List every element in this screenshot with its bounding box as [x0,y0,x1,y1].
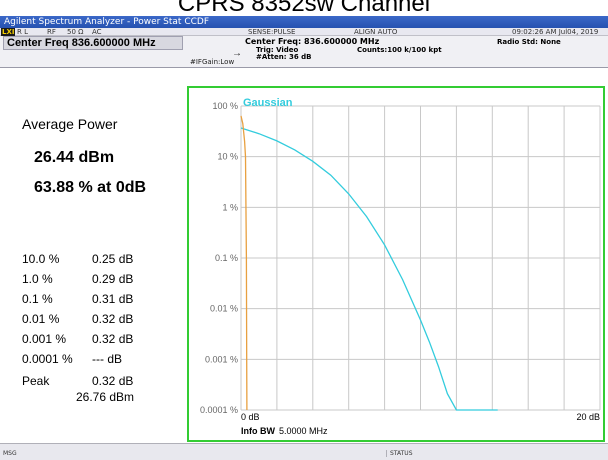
y-tick-label: 100 % [212,101,238,111]
ccdf-chart: 100 % 10 % 1 % 0.1 % 0.01 % 0.001 % 0.0001 % G… [200,97,601,436]
probability-row: 0.1 % 0.31 dB [22,292,172,308]
x-tick-label: 20 dB [576,412,600,422]
attenuation-setting: #Atten: 36 dB [256,53,312,61]
peak-power-dbm: 26.76 dBm [76,390,135,404]
probability-value: 0.25 dB [92,252,134,266]
y-tick-label: 1 % [222,202,238,212]
message-status-bar: MSG STATUS [0,443,608,460]
probability-label: 0.0001 % [22,352,73,366]
average-power-value: 26.44 dBm [34,149,115,166]
gaussian-reference-curve [240,127,498,411]
align-indicator: ALIGN AUTO [354,28,398,36]
date-time: 09:02:26 AM Jul04, 2019 [512,28,599,36]
probability-row: 0.001 % 0.32 dB [22,332,172,348]
results-panel [0,86,186,442]
probability-label: 0.01 % [22,312,60,326]
instrument-status-row: LXI R L RF 50 Ω AC SENSE:PULSE ALIGN AUT… [0,28,608,36]
probability-value: 0.31 dB [92,292,134,306]
average-power-label: Average Power [22,116,118,132]
radio-std-setting: Radio Std: None [497,38,561,46]
impedance-indicator: 50 Ω [67,28,84,36]
probability-row: 1.0 % 0.29 dB [22,272,172,288]
trigger-setting: Trig: Video [256,46,299,54]
ccdf-plot-frame[interactable]: 100 % 10 % 1 % 0.1 % 0.01 % 0.001 % 0.0001 % G… [187,86,605,442]
probability-label: 1.0 % [22,272,53,286]
probability-label: 10.0 % [22,252,60,266]
rf-input-indicator: RF [47,28,56,36]
probability-row: 10.0 % 0.25 dB [22,252,172,268]
probability-value: 0.29 dB [92,272,134,286]
ifgain-setting: #IFGain:Low [190,58,235,66]
info-bw-label: Info BW [241,426,275,436]
probability-value: --- dB [92,352,122,366]
info-bw-value: 5.0000 MHz [279,426,328,436]
trigger-arrow-icon: → [232,48,242,59]
percent-at-0db: 63.88 % at 0dB [34,179,147,196]
probability-label: 0.001 % [22,332,67,346]
counts-setting: Counts:100 k/100 kpt [357,46,442,54]
y-tick-label: 0.1 % [215,253,238,263]
probability-value: 0.32 dB [92,312,134,326]
y-tick-label: 0.0001 % [200,405,238,415]
center-freq-box[interactable]: Center Freq 836.600000 MHz [3,36,183,50]
sense-indicator: SENSE:PULSE [248,28,296,36]
window-title: Agilent Spectrum Analyzer - Power Stat C… [4,17,210,27]
measurement-settings-bar: Center Freq 836.600000 MHz #IFGain:Low →… [0,36,608,68]
measured-ccdf-curve [240,115,248,411]
msg-label: MSG [3,450,17,457]
coupling-indicator: AC [92,28,102,36]
probability-value: 0.32 dB [92,332,134,346]
probability-row: 0.01 % 0.32 dB [22,312,172,328]
probability-label: 0.1 % [22,292,53,306]
reference-level-indicator: R L [17,28,28,36]
center-freq-setting: Center Freq: 836.600000 MHz [245,37,380,46]
status-label: STATUS [386,450,413,457]
peak-value: 0.32 dB [92,374,134,388]
peak-label: Peak [22,374,50,388]
y-tick-label: 10 % [217,152,238,162]
probability-row: 0.0001 % --- dB [22,352,172,368]
lxi-badge: LXI [1,28,16,36]
y-tick-label: 0.01 % [210,304,238,314]
screenshot-caption: CPRS 8352sw Channel [177,0,431,16]
legend-gaussian: Gaussian [243,97,293,109]
x-tick-label: 0 dB [241,412,260,422]
window-title-bar: Agilent Spectrum Analyzer - Power Stat C… [0,16,608,28]
y-tick-label: 0.001 % [205,354,238,364]
peak-row: Peak 0.32 dB [22,374,172,390]
